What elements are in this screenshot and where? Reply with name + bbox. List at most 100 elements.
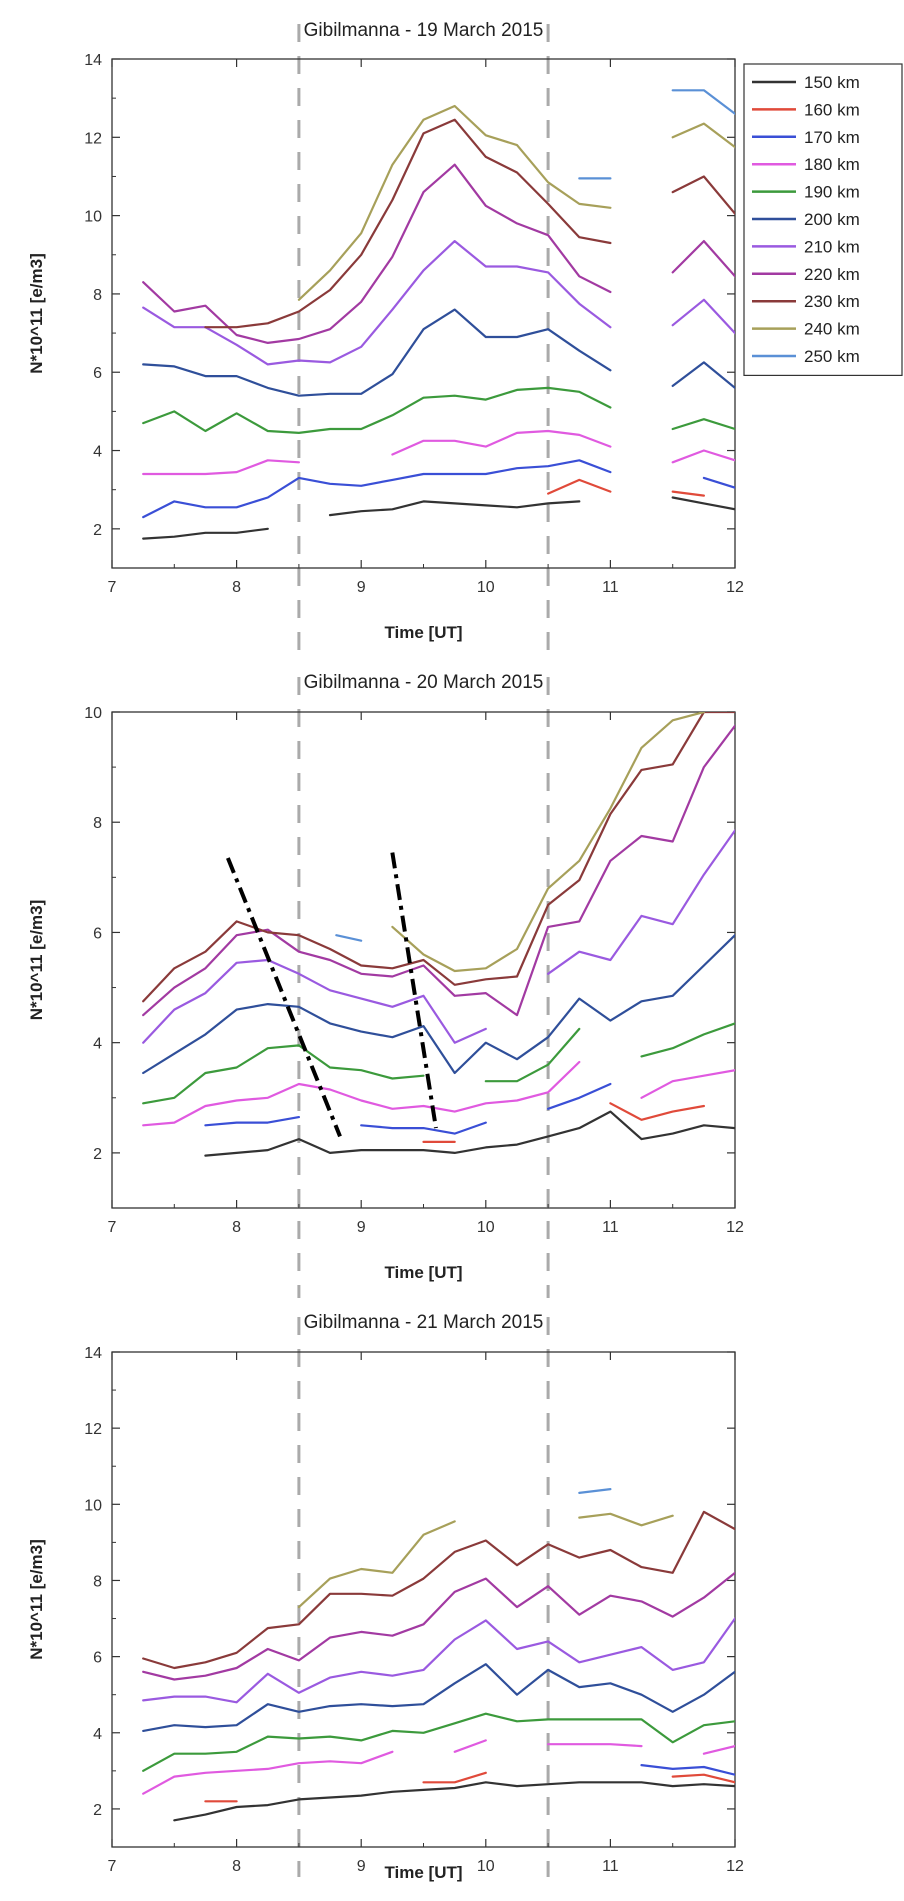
legend: 150 km 160 km 170 km 180 km 190 km 200 km 210 … (743, 63, 903, 376)
series-line-180km (391, 429, 612, 456)
series-line-180km (453, 1739, 487, 1753)
series-line-240km (671, 122, 735, 149)
series-line-150km (204, 1110, 735, 1157)
series-line-240km (297, 104, 612, 301)
y-tick-label: 12 (84, 1421, 102, 1438)
series-line-210km (546, 829, 735, 975)
y-tick-label: 8 (93, 287, 102, 304)
series-line-180km (546, 1743, 643, 1748)
y-tick-label: 10 (84, 1497, 102, 1514)
x-tick-label: 11 (602, 579, 619, 596)
series-line-230km (204, 118, 612, 329)
x-tick-label: 9 (357, 1858, 366, 1875)
chart-title: Gibilmanna - 19 March 2015 (304, 20, 544, 41)
x-tick-label: 8 (232, 1219, 241, 1236)
series-line-190km (142, 386, 612, 434)
y-axis-label: N*10^11 [e/m3] (27, 1539, 46, 1660)
x-tick-label: 9 (357, 1219, 366, 1236)
y-tick-label: 6 (93, 1650, 102, 1667)
chart-panel-1: Gibilmanna - 19 March 2015 7 8 9 10 11 12 2 4 6 8 1… (27, 20, 744, 658)
annotation-dashdot-line-1 (226, 857, 342, 1138)
x-tick-label: 12 (726, 1858, 744, 1875)
x-tick-label: 9 (357, 579, 366, 596)
series-line-170km (640, 1763, 735, 1776)
y-tick-label: 10 (84, 705, 102, 722)
y-tick-label: 10 (84, 209, 102, 226)
series-line-250km (671, 89, 735, 115)
series-line-170km (204, 1115, 300, 1127)
series-line-190km (142, 1044, 425, 1105)
series-line-160km (422, 1771, 487, 1784)
x-tick-label: 12 (726, 579, 744, 596)
series-line-200km (142, 308, 612, 397)
series-line-190km (671, 418, 735, 431)
series-line-210km (142, 240, 612, 366)
series-line-240km (578, 1512, 674, 1527)
series-line-160km (671, 1773, 735, 1784)
y-tick-label: 6 (93, 365, 102, 382)
series-line-150km (671, 496, 735, 511)
x-tick-label: 7 (108, 579, 117, 596)
series-line-200km (142, 934, 735, 1075)
series-line-150km (173, 1781, 735, 1822)
series-line-230km (142, 712, 735, 1003)
series-line-210km (142, 1617, 735, 1704)
x-tick-label: 11 (602, 1858, 619, 1875)
chart-panel-3: Gibilmanna - 21 March 2015 7 8 9 10 11 12 2 4 6 8 1… (27, 1312, 744, 1882)
series-line-190km (142, 1712, 735, 1772)
y-tick-label: 14 (84, 1345, 102, 1362)
y-tick-label: 14 (84, 52, 102, 69)
legend-label: 160 km (804, 100, 860, 119)
y-axis-label: N*10^11 [e/m3] (27, 253, 46, 374)
series-line-240km (391, 712, 706, 973)
y-axis-label: N*10^11 [e/m3] (27, 900, 46, 1021)
y-tick-label: 8 (93, 1573, 102, 1590)
series-line-180km (142, 1750, 394, 1795)
series-line-250km (335, 934, 363, 942)
series-group (142, 712, 735, 1157)
series-line-170km (546, 1082, 612, 1110)
series-line-190km (640, 1022, 735, 1058)
series-group (142, 1487, 735, 1822)
x-tick-label: 10 (477, 1219, 495, 1236)
series-line-230km (671, 175, 735, 215)
series-line-220km (142, 724, 735, 1017)
series-line-160km (671, 490, 706, 497)
y-tick-label: 2 (93, 522, 102, 539)
series-line-200km (671, 361, 735, 389)
series-line-220km (142, 1571, 735, 1681)
x-tick-label: 7 (108, 1858, 117, 1875)
y-tick-label: 2 (93, 1146, 102, 1163)
series-group (142, 89, 735, 540)
legend-label: 180 km (804, 155, 860, 174)
x-tick-label: 10 (477, 1858, 495, 1875)
legend-label: 210 km (804, 237, 860, 256)
series-line-170km (360, 1121, 487, 1135)
chart-title: Gibilmanna - 21 March 2015 (304, 1312, 544, 1333)
series-line-180km (671, 449, 735, 464)
series-line-240km (297, 1520, 456, 1609)
y-tick-label: 4 (93, 1726, 102, 1743)
x-tick-label: 8 (232, 579, 241, 596)
x-tick-label: 11 (602, 1219, 619, 1236)
chart-panel-2: Gibilmanna - 20 March 2015 7 8 9 10 11 12 2 4 6 8 1… (27, 672, 744, 1298)
x-axis-label: Time [UT] (384, 623, 462, 642)
y-tick-label: 8 (93, 815, 102, 832)
y-tick-label: 12 (84, 130, 102, 147)
series-line-160km (609, 1102, 706, 1121)
chart-title: Gibilmanna - 20 March 2015 (304, 672, 544, 693)
series-line-220km (671, 240, 735, 278)
series-line-180km (640, 1069, 735, 1099)
x-axis-label: Time [UT] (384, 1863, 462, 1882)
series-line-180km (702, 1744, 735, 1755)
series-line-170km (702, 476, 735, 489)
series-line-210km (671, 298, 735, 335)
series-line-180km (142, 459, 300, 476)
series-line-220km (142, 163, 612, 344)
legend-label: 170 km (804, 128, 860, 147)
series-line-150km (328, 500, 581, 517)
y-tick-label: 6 (93, 925, 102, 942)
x-tick-label: 8 (232, 1858, 241, 1875)
